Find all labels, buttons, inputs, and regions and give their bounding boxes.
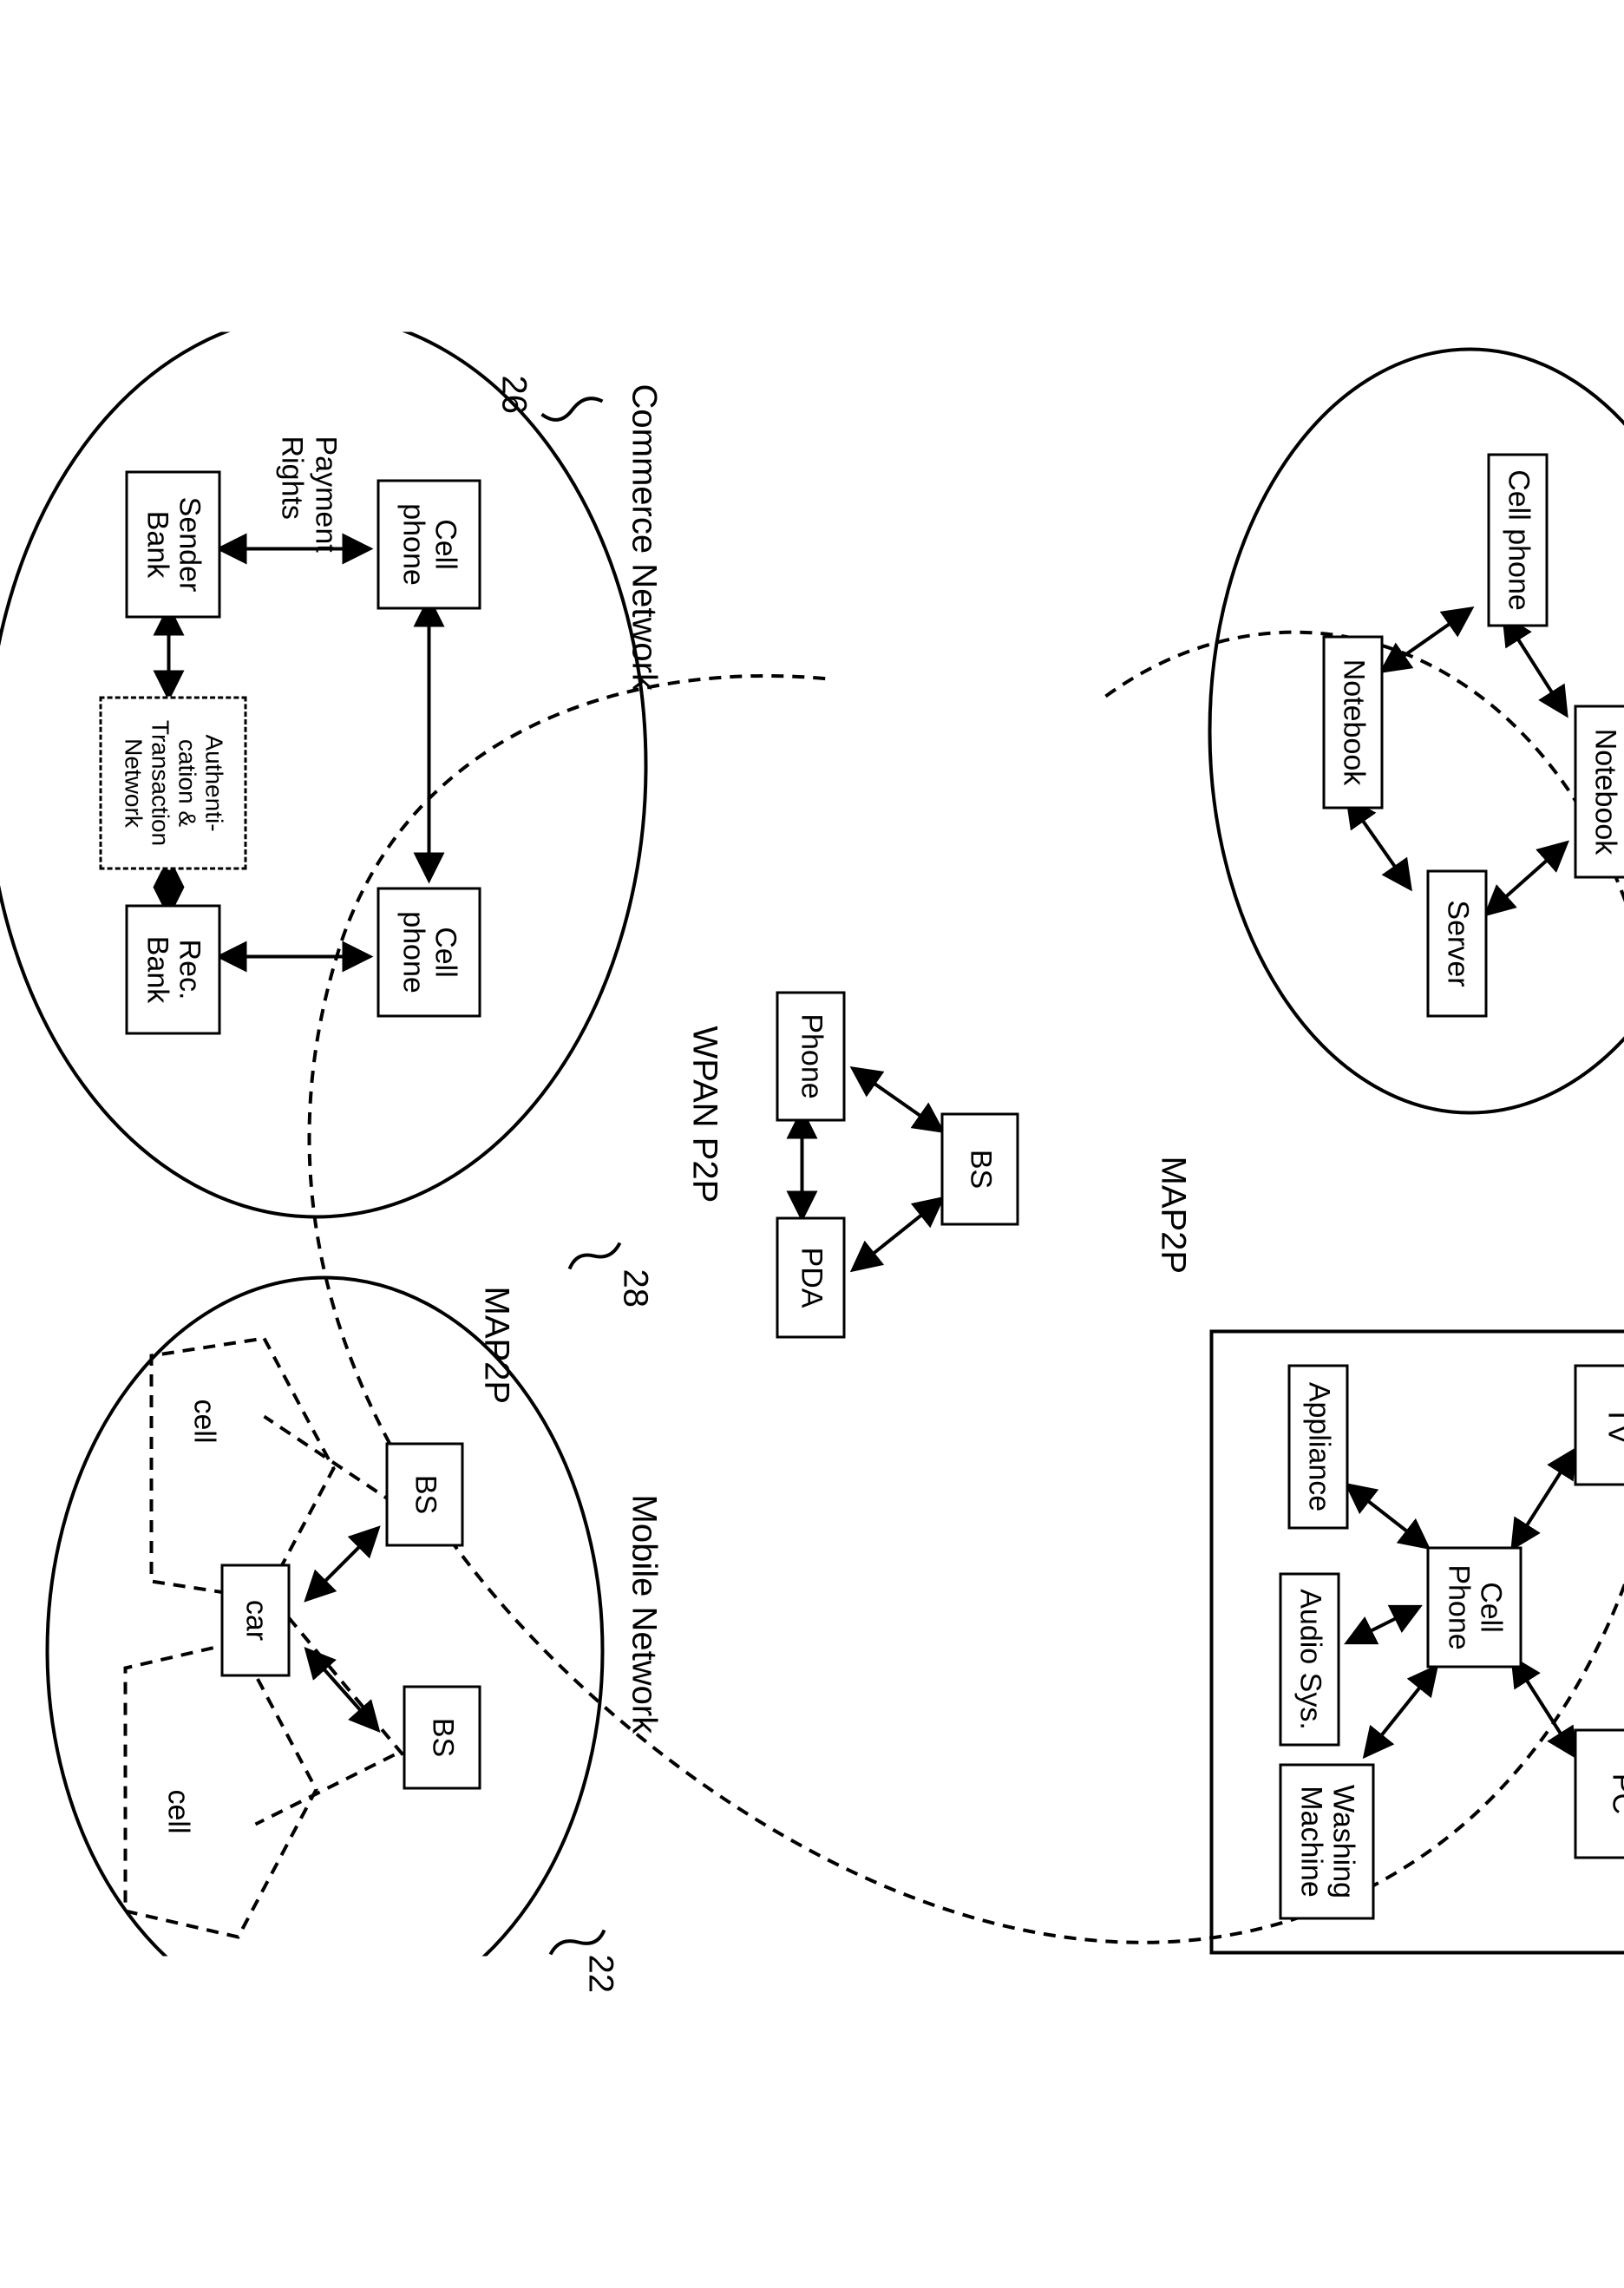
home-appliance: Appliance <box>1288 1365 1349 1530</box>
office-notebook1: Notebook <box>1575 705 1624 879</box>
mobile-ref: 22 <box>581 1955 620 1994</box>
wpan-phone: Phone <box>776 992 846 1122</box>
home-tv: TV <box>1575 1365 1624 1486</box>
mobile-bs1: BS <box>386 1443 464 1547</box>
mobile-title: Mobile Network <box>625 1495 664 1734</box>
commerce-cell2: Cell phone <box>377 888 481 1018</box>
mobile-cell1: cell <box>187 1400 221 1444</box>
commerce-title: Commerce Network <box>625 384 664 691</box>
commerce-ref: 26 <box>494 376 534 415</box>
home-audio: Audio Sys. <box>1280 1573 1340 1747</box>
home-washing: Washing Machine <box>1280 1764 1375 1920</box>
commerce-auth: Authenti- cation & Transaction Network <box>100 697 247 870</box>
office-server: Server <box>1427 870 1488 1018</box>
wpan-bs: BS <box>941 1113 1019 1226</box>
commerce-cell1: Cell phone <box>377 480 481 610</box>
commerce-sender: Sender Bank <box>126 471 221 619</box>
home-pc: PC <box>1575 1729 1624 1859</box>
mobile-car: car <box>221 1564 291 1677</box>
commerce-rights: Payment Rights <box>274 436 342 553</box>
wpan-ref: 28 <box>616 1269 655 1308</box>
office-notebook2: Notebook <box>1323 636 1384 810</box>
home-cellphone: Cell Phone <box>1427 1547 1522 1668</box>
map2p-right-label: MAP2P <box>477 1287 516 1405</box>
wpan-pda: PDA <box>776 1217 846 1339</box>
diagram-canvas: FIG. 2 <box>0 332 1624 1957</box>
mobile-bs2: BS <box>403 1686 481 1790</box>
wpan-title: WPAN P2P <box>685 1026 724 1203</box>
office-cellphone: Cell phone <box>1488 454 1549 627</box>
map2p-left-label: MAP2P <box>1154 1157 1193 1275</box>
commerce-rec: Rec. Bank <box>126 905 221 1035</box>
home-container <box>1210 1330 1624 1955</box>
mobile-cell2: cell <box>161 1790 195 1834</box>
